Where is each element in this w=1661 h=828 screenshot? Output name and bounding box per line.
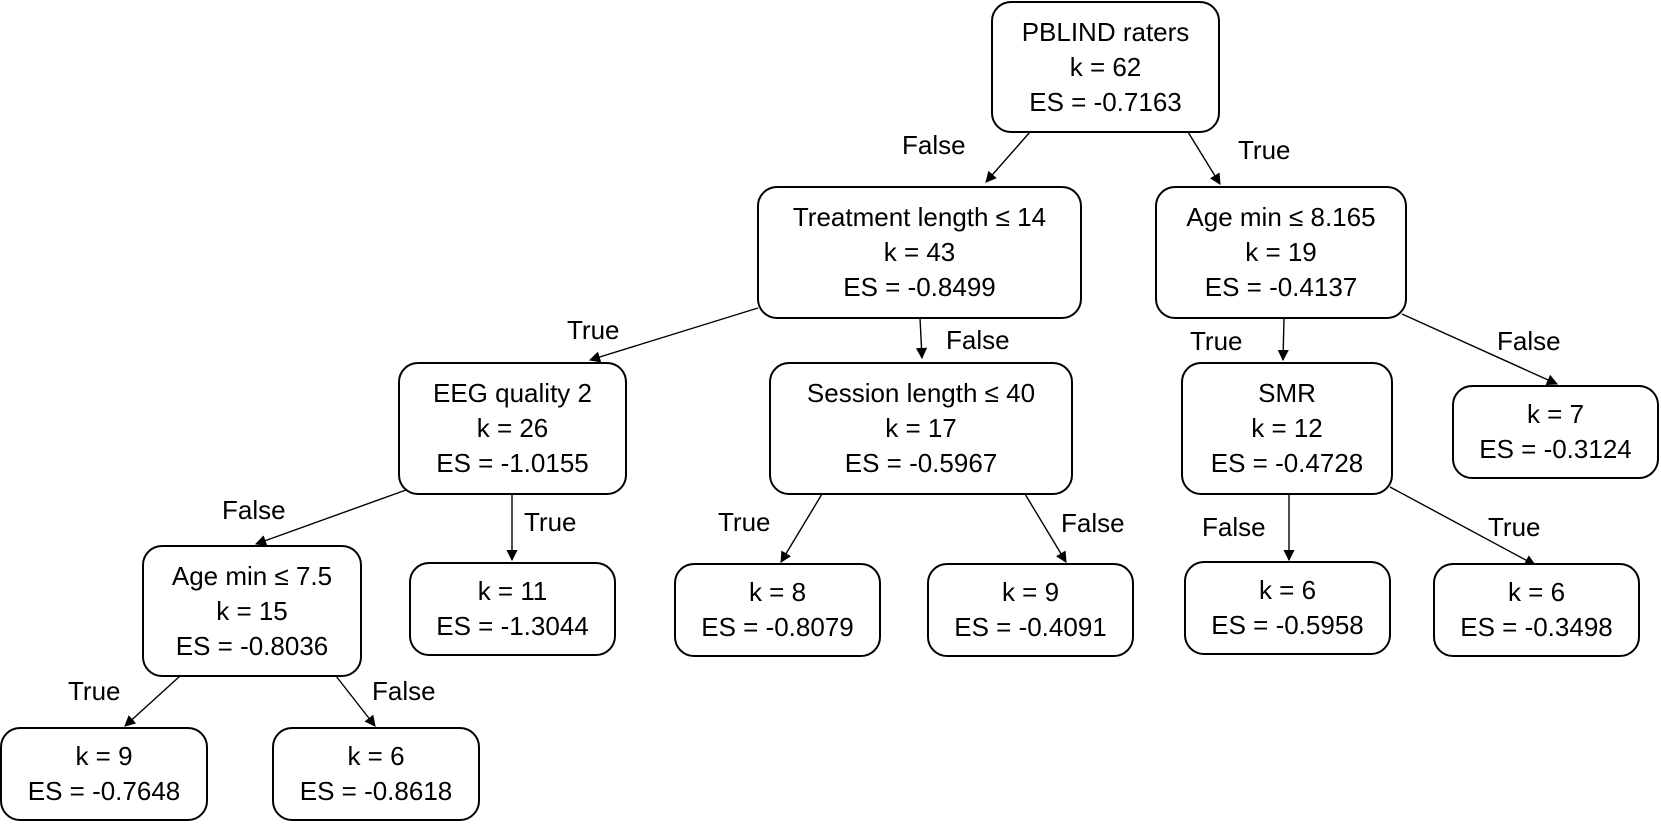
edge-label-session-true: True xyxy=(718,507,771,537)
edge-label-smr-false: False xyxy=(1202,512,1266,542)
node-label: Age min ≤ 8.165 xyxy=(1186,202,1376,232)
node-es: ES = -0.4137 xyxy=(1204,272,1358,302)
node-es: ES = -0.8079 xyxy=(701,612,854,642)
edge-root-to-agemin xyxy=(1187,131,1221,185)
node-es: ES = -0.3124 xyxy=(1479,434,1632,464)
node-es: ES = -0.5967 xyxy=(844,448,998,478)
edge-label-agemin75-true: True xyxy=(68,676,121,706)
node-es: ES = -0.7648 xyxy=(27,776,181,806)
tree-node-leaf-k9-session: k = 9 ES = -0.4091 xyxy=(927,563,1134,657)
edge-session-to-k9 xyxy=(1024,493,1067,563)
node-es: ES = -0.8036 xyxy=(175,630,329,661)
tree-node-age-min-75: Age min ≤ 7.5 k = 15 ES = -0.8036 xyxy=(142,545,362,677)
tree-node-leaf-k6-smr-true: k = 6 ES = -0.3498 xyxy=(1433,563,1640,657)
tree-node-eeg-quality: EEG quality 2 k = 26 ES = -1.0155 xyxy=(398,362,627,495)
node-label: Treatment length ≤ 14 xyxy=(792,202,1047,232)
node-k: k = 6 xyxy=(1507,577,1566,607)
edge-label-smr-true: True xyxy=(1488,512,1541,542)
edge-label-agemin-false: False xyxy=(1497,326,1561,356)
node-k: k = 7 xyxy=(1526,399,1585,429)
node-label: SMR xyxy=(1258,378,1316,408)
edge-label-root-false: False xyxy=(902,130,966,160)
tree-node-treatment-length: Treatment length ≤ 14 k = 43 ES = -0.849… xyxy=(757,186,1082,319)
node-es: ES = -1.3044 xyxy=(436,611,589,641)
node-es: ES = -0.3498 xyxy=(1460,612,1613,642)
node-label: Age min ≤ 7.5 xyxy=(171,560,333,591)
edge-treatment-to-session xyxy=(915,317,928,360)
edge-label-agemin75-false: False xyxy=(372,676,436,706)
node-k: k = 9 xyxy=(1001,577,1060,607)
tree-node-leaf-k11: k = 11 ES = -1.3044 xyxy=(409,562,616,656)
edge-agemin-to-smr xyxy=(1277,317,1289,362)
node-es: ES = -0.7163 xyxy=(1029,86,1182,117)
edge-agemin75-to-k9 xyxy=(124,675,181,727)
tree-node-smr: SMR k = 12 ES = -0.4728 xyxy=(1181,362,1393,495)
node-k: k = 11 xyxy=(477,576,548,606)
tree-node-leaf-k6-smr-false: k = 6 ES = -0.5958 xyxy=(1184,561,1391,655)
edge-agemin75-to-k6 xyxy=(335,675,376,727)
edge-label-agemin-true: True xyxy=(1190,326,1243,356)
node-label: EEG quality 2 xyxy=(433,378,592,408)
node-k: k = 43 xyxy=(883,237,956,267)
node-k: k = 26 xyxy=(476,413,549,443)
node-es: ES = -0.8618 xyxy=(299,776,453,806)
edge-eeg-to-agemin75 xyxy=(254,489,407,546)
edge-root-to-treatment xyxy=(985,131,1031,183)
edge-label-treatment-true: True xyxy=(567,315,620,345)
node-k: k = 6 xyxy=(347,741,405,771)
edge-treatment-to-eeg xyxy=(588,307,759,363)
node-k: k = 19 xyxy=(1245,237,1317,267)
node-k: k = 17 xyxy=(885,413,957,443)
node-k: k = 6 xyxy=(1258,575,1317,605)
tree-node-leaf-k8: k = 8 ES = -0.8079 xyxy=(674,563,881,657)
node-es: ES = -0.4091 xyxy=(954,612,1107,642)
tree-node-leaf-k7: k = 7 ES = -0.3124 xyxy=(1452,385,1659,479)
edge-session-to-k8 xyxy=(780,493,823,563)
node-label: Session length ≤ 40 xyxy=(806,378,1036,408)
node-label: PBLIND raters xyxy=(1021,16,1190,47)
node-k: k = 12 xyxy=(1251,413,1323,443)
node-es: ES = -0.4728 xyxy=(1210,448,1364,478)
edge-label-eeg-true: True xyxy=(524,507,577,537)
node-es: ES = -0.8499 xyxy=(843,272,996,302)
edge-smr-to-k6-true xyxy=(1389,486,1536,566)
node-k: k = 9 xyxy=(75,741,133,771)
edge-label-session-false: False xyxy=(1061,508,1125,538)
node-k: k = 62 xyxy=(1069,51,1142,82)
edge-label-root-true: True xyxy=(1238,135,1291,165)
node-es: ES = -1.0155 xyxy=(436,448,589,478)
tree-node-pblind-raters: PBLIND raters k = 62 ES = -0.7163 xyxy=(991,1,1220,133)
node-k: k = 8 xyxy=(748,577,807,607)
tree-node-age-min-8165: Age min ≤ 8.165 k = 19 ES = -0.4137 xyxy=(1155,186,1407,319)
edge-agemin-to-k7 xyxy=(1401,313,1559,385)
tree-node-session-length: Session length ≤ 40 k = 17 ES = -0.5967 xyxy=(769,362,1073,495)
edge-label-treatment-false: False xyxy=(946,325,1010,355)
node-es: ES = -0.5958 xyxy=(1211,610,1364,640)
tree-node-leaf-k9-age: k = 9 ES = -0.7648 xyxy=(0,727,208,821)
node-k: k = 15 xyxy=(216,595,288,626)
edge-label-eeg-false: False xyxy=(222,495,286,525)
tree-node-leaf-k6-age: k = 6 ES = -0.8618 xyxy=(272,727,480,821)
